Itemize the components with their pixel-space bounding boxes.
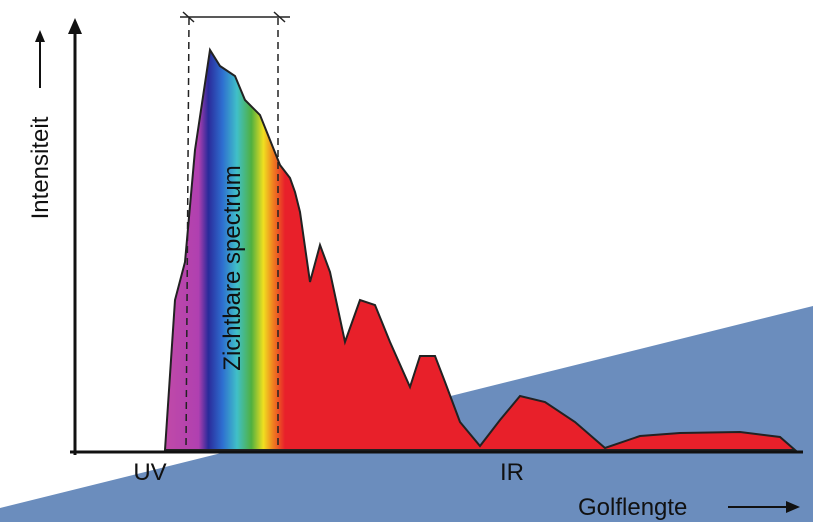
arrow-head [35,30,45,42]
visible-label: Zichtbare spectrum [219,165,246,370]
uv-label: UV [133,459,166,486]
y-label-arrow [35,30,45,88]
diagram: Intensiteit Zichtbare spectrum UV IR Gol… [0,0,813,522]
x-axis-label: Golflengte [578,494,687,521]
y-axis-label: Intensiteit [27,116,54,219]
ir-label: IR [500,459,524,486]
dimension-arrow [180,12,290,22]
y-arrowhead [68,18,82,34]
